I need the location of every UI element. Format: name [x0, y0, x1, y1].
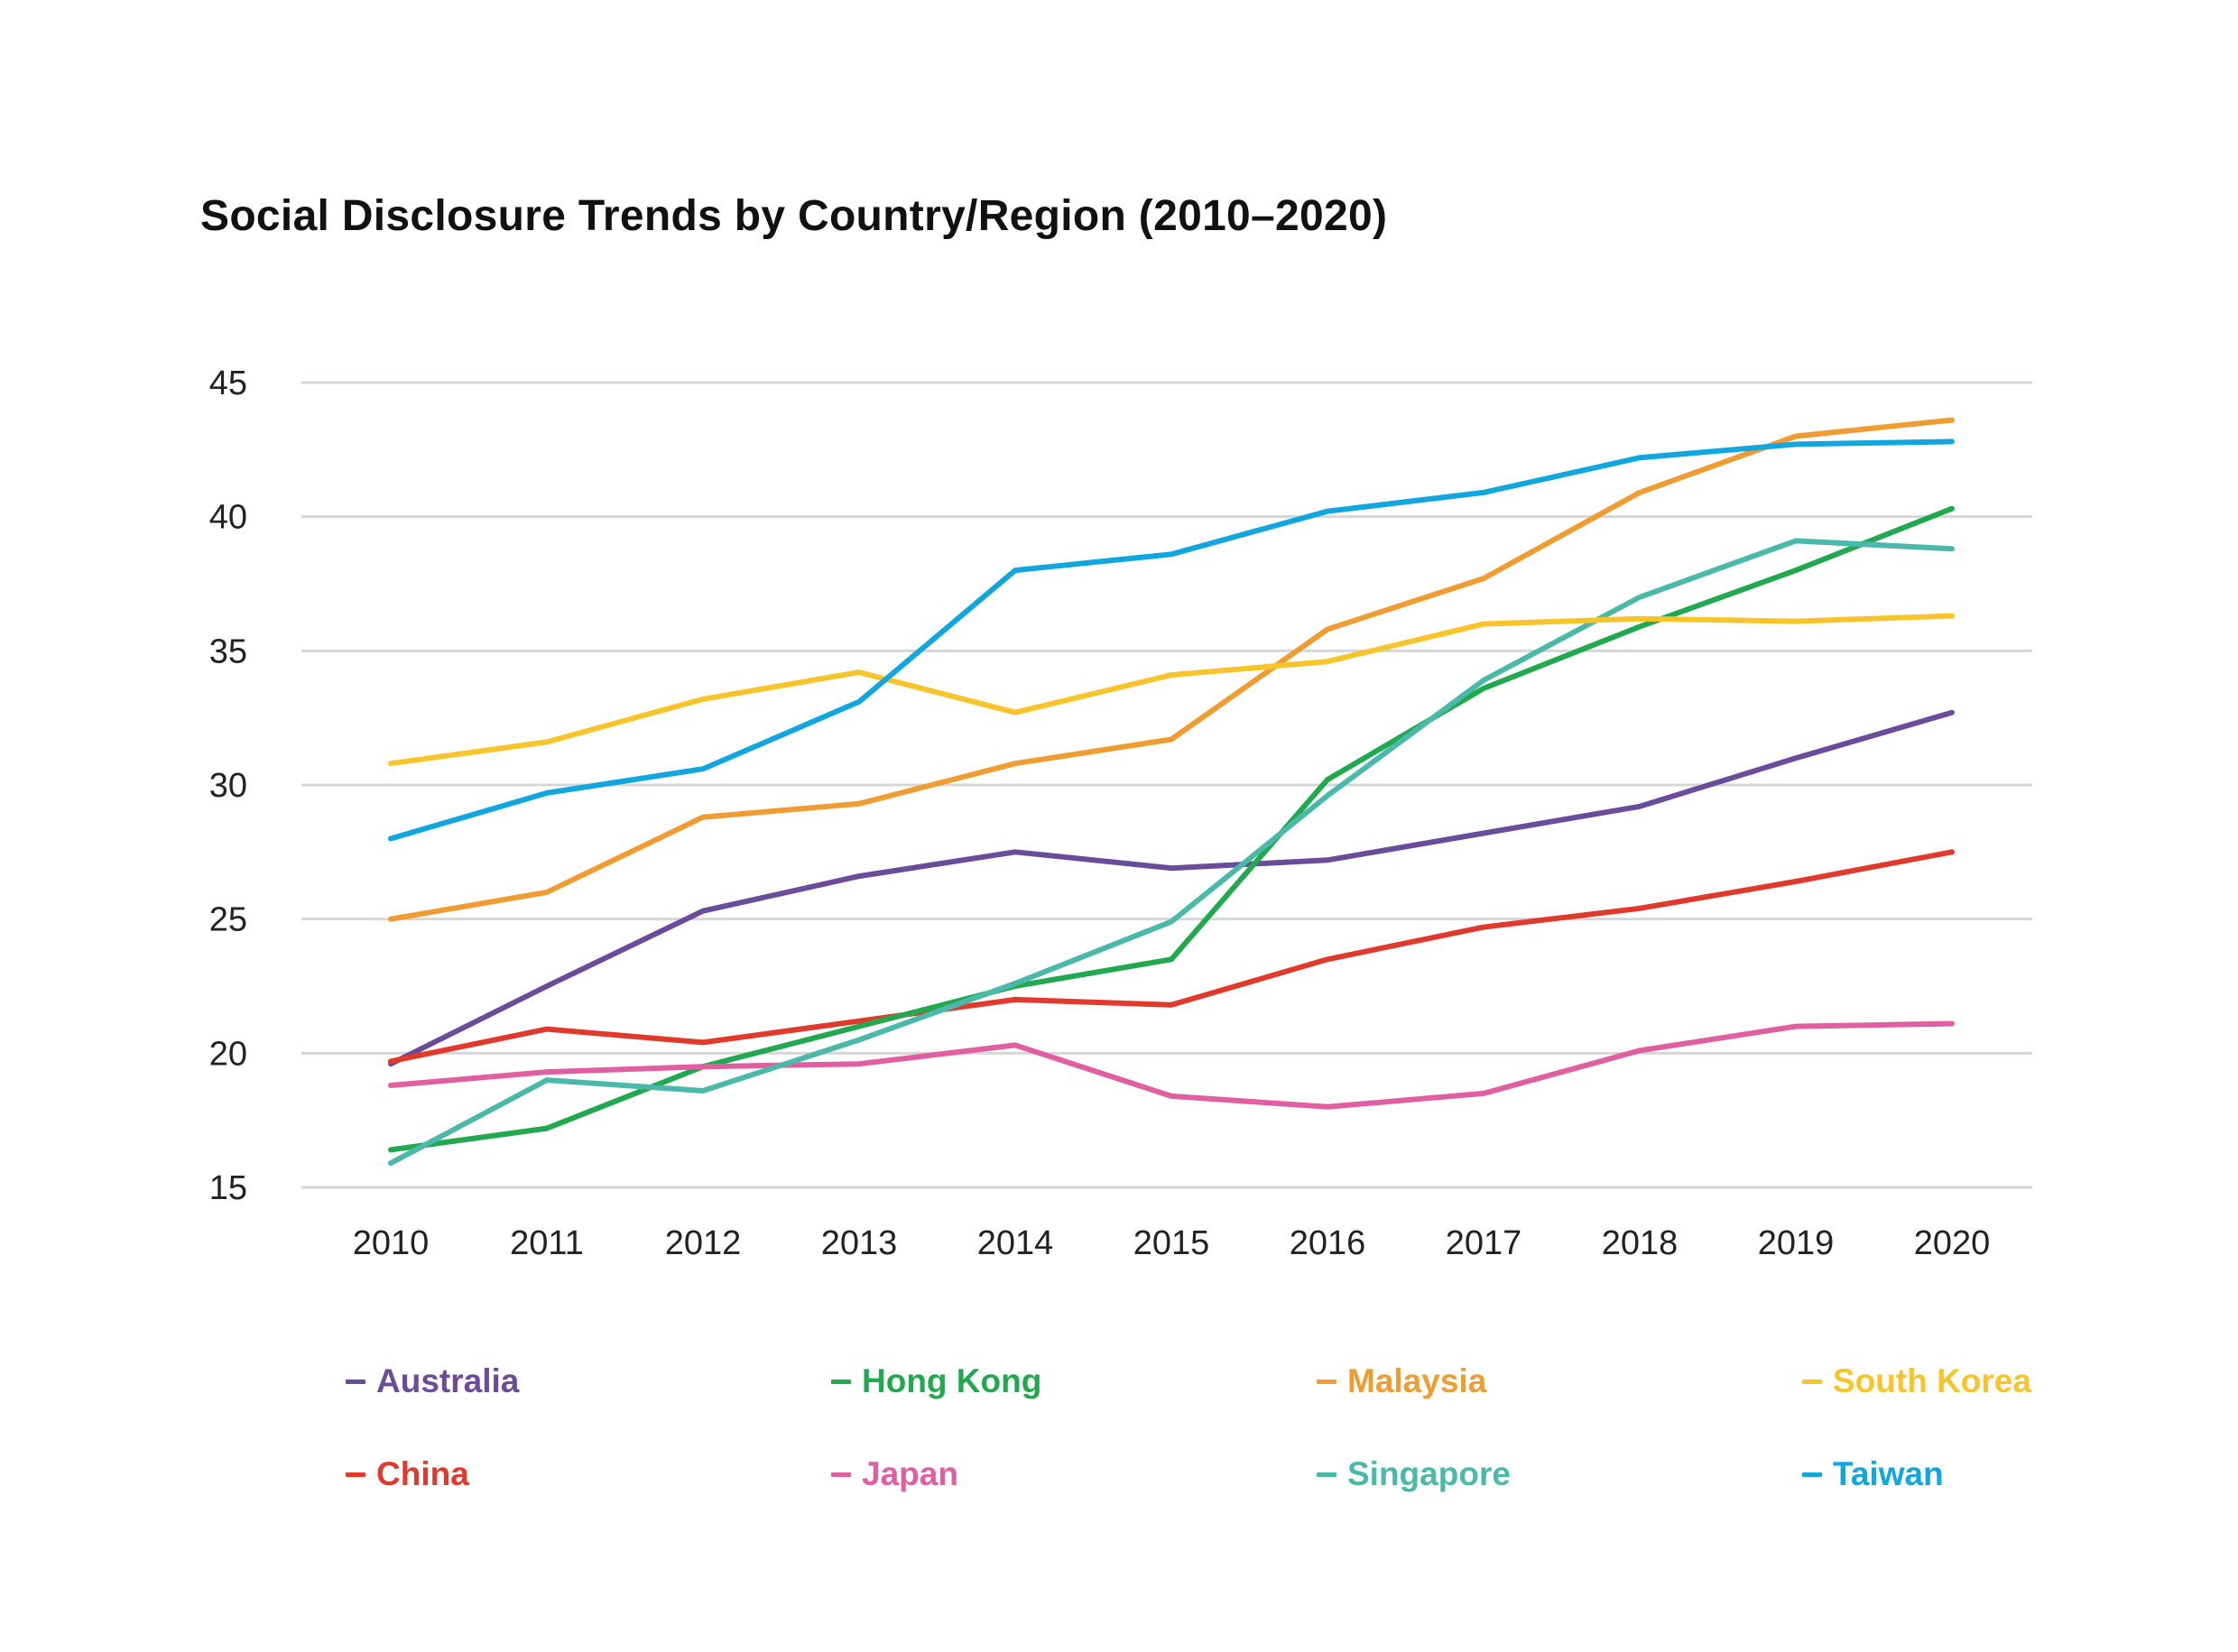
x-tick-label: 2012 — [665, 1224, 742, 1262]
x-tick-label: 2015 — [1133, 1224, 1210, 1262]
series-line-australia — [388, 709, 1955, 1067]
legend-item-singapore: Singapore — [1317, 1455, 1511, 1493]
legend-swatch — [346, 1472, 365, 1477]
legend-label: South Korea — [1833, 1362, 2031, 1399]
legend-swatch — [1802, 1379, 1822, 1384]
x-tick-label: 2016 — [1290, 1224, 1366, 1262]
legend-label: China — [376, 1455, 469, 1492]
y-tick-label: 45 — [209, 365, 247, 402]
legend-swatch — [831, 1472, 851, 1477]
gridlines — [301, 381, 2032, 1189]
x-tick-label: 2019 — [1758, 1224, 1835, 1262]
legend-label: Malaysia — [1347, 1362, 1487, 1399]
y-tick-label: 30 — [209, 767, 247, 805]
legend-swatch — [1317, 1472, 1336, 1477]
legend-item-south-korea: South Korea — [1802, 1362, 2031, 1400]
legend-item-taiwan: Taiwan — [1802, 1455, 1944, 1493]
legend-label: Hong Kong — [862, 1362, 1042, 1399]
series-line-malaysia — [388, 417, 1955, 922]
y-tick-label: 25 — [209, 901, 247, 939]
legend-item-hong-kong: Hong Kong — [831, 1362, 1041, 1400]
legend-item-japan: Japan — [831, 1455, 958, 1493]
series-line-japan — [388, 1020, 1955, 1110]
legend-swatch — [831, 1379, 851, 1384]
x-tick-label: 2013 — [821, 1224, 898, 1262]
x-tick-label: 2017 — [1446, 1224, 1522, 1262]
legend-swatch — [346, 1379, 365, 1384]
y-axis-ticks: 15 20 25 30 35 40 45 — [209, 365, 247, 1207]
legend-item-malaysia: Malaysia — [1317, 1362, 1486, 1400]
series-line-china — [388, 849, 1955, 1065]
legend: Australia Hong Kong Malaysia South Korea Chi… — [346, 1362, 2150, 1516]
legend-label: Japan — [862, 1455, 958, 1492]
series-line-south-korea — [388, 613, 1955, 767]
x-tick-label: 2010 — [353, 1224, 430, 1262]
legend-item-australia: Australia — [346, 1362, 519, 1400]
chart-title: Social Disclosure Trends by Country/Regi… — [200, 192, 1388, 240]
legend-label: Singapore — [1347, 1455, 1511, 1492]
series-line-taiwan — [388, 438, 1955, 842]
y-tick-label: 20 — [209, 1035, 247, 1073]
legend-swatch — [1802, 1472, 1822, 1477]
legend-swatch — [1317, 1379, 1336, 1384]
legend-label: Australia — [376, 1362, 520, 1399]
series-line-singapore — [388, 538, 1955, 1167]
x-tick-label: 2011 — [510, 1224, 584, 1262]
x-tick-label: 2020 — [1914, 1224, 1991, 1262]
legend-label: Taiwan — [1833, 1455, 1944, 1492]
x-tick-label: 2014 — [977, 1224, 1054, 1262]
y-tick-label: 40 — [209, 499, 247, 537]
y-tick-label: 15 — [209, 1169, 247, 1207]
legend-item-china: China — [346, 1455, 469, 1493]
x-tick-label: 2018 — [1602, 1224, 1678, 1262]
y-tick-label: 35 — [209, 632, 247, 670]
series-lines — [388, 417, 1955, 1167]
x-axis-ticks: 2010 2011 2012 2013 2014 2015 2016 2017 2018 2019… — [353, 1224, 1991, 1262]
